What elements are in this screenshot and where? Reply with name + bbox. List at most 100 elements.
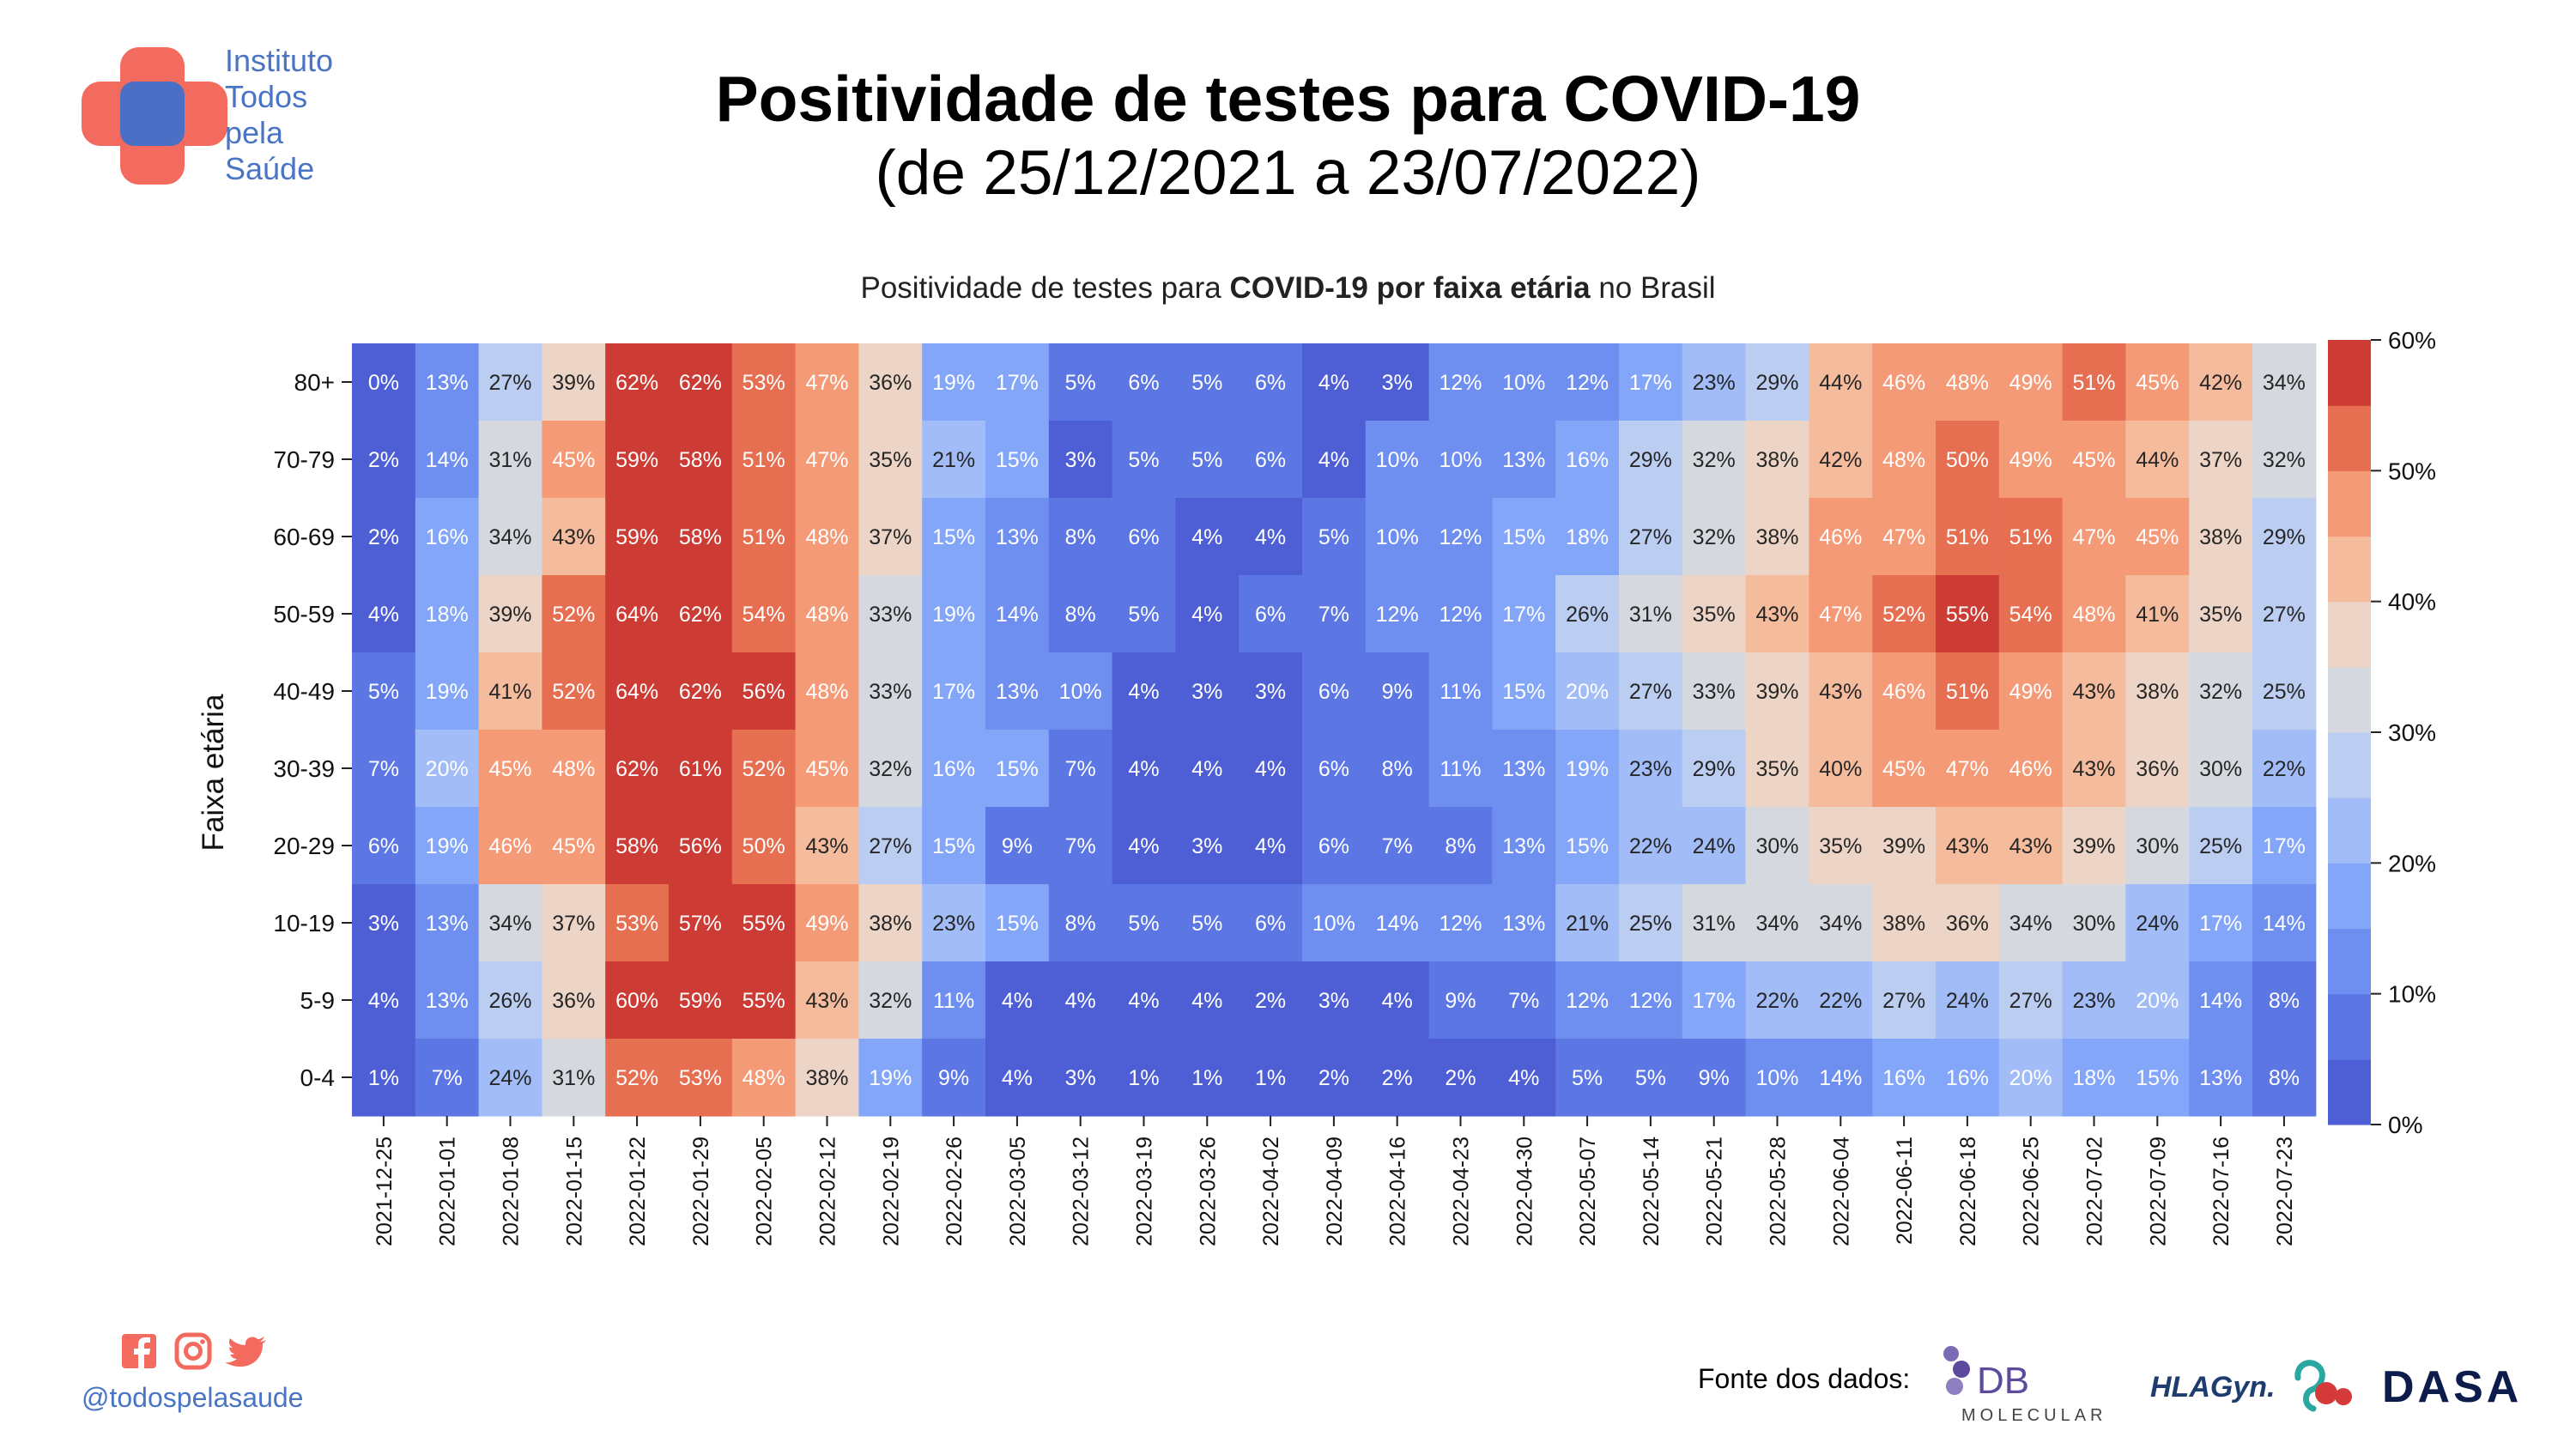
heatmap-cell (795, 498, 859, 576)
cell-value-label: 7% (1065, 757, 1096, 781)
dasa-logo-text: DASA (2382, 1362, 2522, 1412)
instagram-icon[interactable] (174, 1332, 212, 1370)
heatmap-cell (352, 498, 416, 576)
heatmap-cell (1302, 807, 1367, 885)
facebook-icon[interactable] (122, 1334, 156, 1368)
heatmap-cell (1936, 807, 2000, 885)
cell-value-label: 32% (869, 989, 912, 1013)
y-tick-label: 10-19 (273, 910, 335, 937)
cell-value-label: 3% (1382, 371, 1413, 395)
cell-value-label: 46% (2009, 757, 2052, 781)
x-tick-label: 2021-12-25 (373, 1137, 397, 1246)
heatmap-cell (352, 961, 416, 1040)
cell-value-label: 3% (1065, 1066, 1096, 1090)
logo-line-3: pela (225, 115, 284, 150)
heatmap-cell (1745, 421, 1809, 499)
cell-value-label: 17% (1693, 989, 1736, 1013)
heatmap-cell (1239, 652, 1303, 731)
heatmap-cell (1492, 730, 1556, 808)
cell-value-label: 8% (1065, 912, 1096, 936)
cell-value-label: 4% (1002, 1066, 1033, 1090)
y-tick-label: 60-69 (273, 524, 335, 550)
cell-value-label: 55% (742, 912, 785, 936)
heatmap-cell (1112, 884, 1176, 962)
cell-value-label: 6% (1318, 834, 1349, 858)
cell-value-label: 7% (1318, 603, 1349, 627)
heatmap-cell (605, 652, 670, 731)
colorbar-segment (2328, 601, 2371, 668)
heatmap-cell (1809, 575, 1873, 653)
heatmap-cell (415, 1039, 480, 1117)
heatmap-cell (1175, 961, 1240, 1040)
cell-value-label: 4% (1508, 1066, 1539, 1090)
cell-value-label: 20% (2136, 989, 2179, 1013)
cell-value-label: 13% (426, 371, 469, 395)
heatmap-cell (1809, 498, 1873, 576)
heatmap-cell (669, 1039, 733, 1117)
cell-value-label: 11% (933, 989, 974, 1013)
y-tick-label: 70-79 (273, 446, 335, 473)
chart-title: Positividade de testes para COVID-19 por… (0, 271, 2576, 306)
twitter-icon[interactable] (225, 1337, 266, 1367)
cell-value-label: 14% (2263, 912, 2306, 936)
heatmap-cell (2062, 343, 2126, 421)
heatmap-cell (415, 961, 480, 1040)
cell-value-label: 6% (1255, 603, 1286, 627)
heatmap-cell (2189, 343, 2253, 421)
y-tick-label: 50-59 (273, 601, 335, 627)
heatmap-cell (669, 961, 733, 1040)
db-molecular-logo-icon: DB MOLECULAR (1943, 1346, 2106, 1425)
cell-value-label: 39% (1882, 834, 1925, 858)
cell-value-label: 58% (615, 834, 658, 858)
cell-value-label: 24% (1946, 989, 1989, 1013)
colorbar-tick-label: 20% (2388, 850, 2436, 876)
heatmap-cell (1175, 421, 1240, 499)
cell-value-label: 6% (1255, 448, 1286, 472)
cell-value-label: 27% (2263, 603, 2306, 627)
db-logo-subtext: MOLECULAR (1961, 1406, 2106, 1425)
heatmap-cell (1048, 575, 1113, 653)
cell-value-label: 9% (1382, 680, 1413, 704)
heatmap-cell (1048, 807, 1113, 885)
y-tick-label: 0-4 (300, 1064, 335, 1091)
cell-value-label: 4% (1318, 371, 1349, 395)
heatmap-cell (1492, 807, 1556, 885)
cell-value-label: 51% (1946, 525, 1989, 549)
heatmap-cell (1428, 421, 1493, 499)
cell-value-label: 30% (2199, 757, 2242, 781)
colorbar: 0% 10% 20% 30% 40% 50% 60% (2328, 327, 2436, 1138)
heatmap-cell (1555, 498, 1620, 576)
x-tick-label: 2022-01-22 (626, 1137, 650, 1246)
heatmap-cell (858, 884, 923, 962)
heatmap-cell (1428, 575, 1493, 653)
heatmap-cell (1428, 343, 1493, 421)
heatmap-cell (985, 421, 1050, 499)
cell-value-label: 17% (1629, 371, 1672, 395)
heatmap-cell (1936, 652, 2000, 731)
heatmap-cell (2252, 343, 2317, 421)
heatmap-cell (478, 884, 542, 962)
cell-value-label: 47% (1819, 603, 1862, 627)
heatmap-cell (2189, 1039, 2253, 1117)
heatmap-cell (2062, 884, 2126, 962)
cell-value-label: 12% (1629, 989, 1672, 1013)
cell-value-label: 4% (1255, 757, 1286, 781)
cell-value-label: 27% (488, 371, 531, 395)
colorbar-tick-label: 30% (2388, 719, 2436, 746)
colorbar-tick-label: 40% (2388, 589, 2436, 615)
cell-value-label: 16% (1946, 1066, 1989, 1090)
cell-value-label: 38% (2136, 680, 2179, 704)
heatmap-cell (1936, 884, 2000, 962)
cell-value-label: 25% (2199, 834, 2242, 858)
heatmap-cell (1682, 575, 1747, 653)
social-handle[interactable]: @todospelasaude (82, 1382, 304, 1413)
colorbar-tick-label: 0% (2388, 1112, 2422, 1138)
cell-value-label: 9% (1699, 1066, 1730, 1090)
cell-value-label: 5% (1191, 912, 1222, 936)
cell-value-label: 8% (2269, 1066, 2300, 1090)
heatmap-cell (1302, 730, 1367, 808)
y-tick-label: 20-29 (273, 833, 335, 859)
heatmap-cell (605, 961, 670, 1040)
cell-value-label: 13% (1502, 448, 1545, 472)
heatmap-cell (542, 498, 606, 576)
